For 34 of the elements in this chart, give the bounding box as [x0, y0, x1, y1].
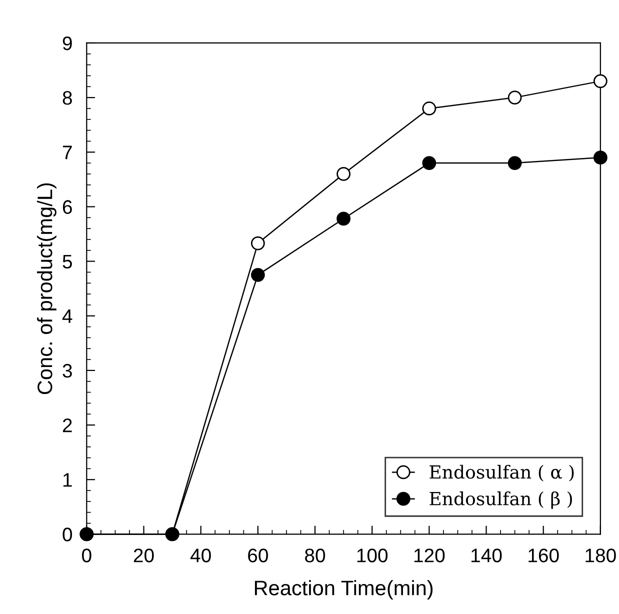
x-tick-label: 0	[82, 548, 92, 562]
point	[422, 156, 436, 170]
y-tick-label: 9	[62, 36, 72, 50]
y-tick-label: 2	[62, 418, 72, 432]
point	[508, 90, 522, 105]
x-tick-label: 100	[357, 548, 388, 562]
y-tick-label: 8	[62, 91, 72, 105]
point	[336, 167, 350, 181]
y-tick-label: 6	[62, 200, 72, 214]
legend-label: Endosulfan ( β )	[430, 491, 572, 509]
x-tick-label: 140	[472, 548, 502, 562]
y-tick-label: 4	[62, 310, 72, 323]
y-tick-label: 5	[62, 254, 72, 269]
y-tick-label: 7	[62, 146, 72, 160]
x-tick-label: 80	[305, 548, 326, 562]
x-tick-label: 40	[190, 548, 211, 562]
point	[593, 74, 608, 88]
y-tick-label: 3	[62, 364, 72, 378]
x-tick-label: 180	[586, 548, 616, 562]
x-axis-title: Reaction Time(min)	[254, 580, 433, 600]
y-axis-title: Conc. of product(mg/L)	[36, 183, 56, 394]
legend-label: Endosulfan ( α )	[430, 464, 574, 482]
y-tick-label: 0	[62, 528, 72, 542]
x-tick-label: 160	[528, 548, 559, 562]
point	[336, 212, 350, 226]
point	[250, 268, 265, 282]
point	[422, 102, 436, 116]
x-tick-label: 60	[248, 548, 268, 562]
x-tick-label: 120	[414, 548, 445, 562]
x-tick-label: 20	[134, 548, 154, 562]
y-tick-label: 1	[63, 473, 72, 487]
point	[508, 156, 522, 170]
point	[250, 236, 265, 250]
point	[593, 150, 608, 165]
